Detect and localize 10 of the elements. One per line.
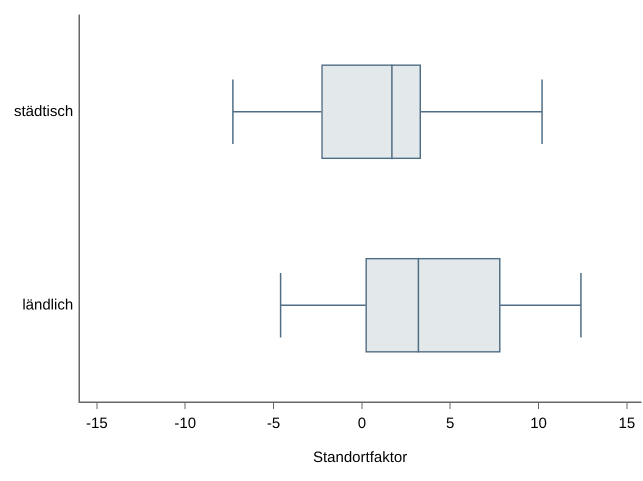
x-tick-label: -5 <box>266 415 280 432</box>
x-tick-label: 15 <box>618 415 636 432</box>
x-tick-label: 0 <box>358 415 366 432</box>
x-tick-label: 5 <box>446 415 454 432</box>
x-tick-label: -15 <box>86 415 108 432</box>
y-tick-label: städtisch <box>14 102 74 120</box>
x-tick-label: 10 <box>530 415 547 432</box>
x-tick-label: -10 <box>174 415 196 432</box>
y-tick-label: ländlich <box>22 296 74 314</box>
x-axis-title: Standortfaktor <box>312 449 408 466</box>
